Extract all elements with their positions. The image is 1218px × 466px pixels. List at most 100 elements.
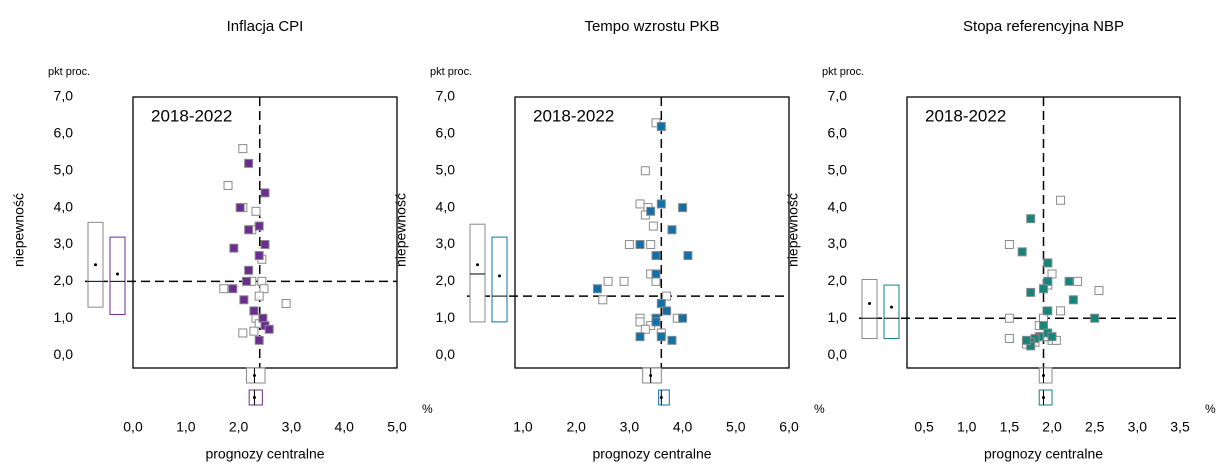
scatter-point [260, 239, 270, 249]
scatter-point [667, 225, 677, 235]
y-unit: pkt proc. [430, 66, 472, 78]
scatter-point [1068, 295, 1078, 305]
y-box [109, 236, 126, 316]
scatter-point [651, 276, 661, 286]
y-axis-label: niepewność [785, 193, 801, 267]
y-tick-label: 6,0 [436, 125, 456, 141]
scatter-point [624, 239, 634, 249]
scatter-point [219, 284, 229, 294]
x-tick-label: 1,0 [957, 419, 977, 435]
x-box-mean [659, 396, 663, 399]
scatter-point [646, 239, 656, 249]
y-box-mean [94, 263, 97, 267]
scatter-point [249, 326, 259, 336]
x-tick-label: 1,0 [176, 419, 196, 435]
y-tick-label: 4,0 [828, 198, 848, 214]
x-tick-label: 2,5 [1085, 419, 1105, 435]
y-box-mean [890, 305, 893, 309]
x-tick-label: 2,0 [1042, 419, 1062, 435]
scatter-point [656, 121, 666, 131]
scatter-point [1094, 286, 1104, 296]
scatter-point [1056, 306, 1066, 316]
y-box [491, 236, 508, 323]
annotation: 2018-2022 [151, 106, 232, 125]
scatter-point [1090, 313, 1100, 323]
x-tick-label: 4,0 [673, 419, 693, 435]
scatter-point [656, 332, 666, 342]
x-unit: % [422, 402, 433, 416]
panel-title: Stopa referencyjna NBP [963, 18, 1124, 35]
x-box-mean [252, 374, 256, 377]
scatter-point [651, 269, 661, 279]
x-axis-label: prognozy centralne [592, 446, 711, 462]
scatter-point [1043, 258, 1053, 268]
y-tick-label: 3,0 [436, 235, 456, 251]
y-tick-label: 2,0 [828, 272, 848, 288]
x-axis-label: prognozy centralne [205, 446, 324, 462]
scatter-point [1021, 335, 1031, 345]
scatter-point [635, 239, 645, 249]
y-tick-label: 1,0 [54, 309, 74, 325]
scatter-point [656, 298, 666, 308]
scatter-point [635, 317, 645, 327]
scatter-point [651, 251, 661, 261]
y-tick-label: 6,0 [828, 125, 848, 141]
scatter-point [1039, 284, 1048, 294]
y-unit: pkt proc. [822, 66, 864, 78]
x-tick-label: 5,0 [726, 419, 746, 435]
scatter-point [648, 221, 658, 231]
scatter-point [1043, 276, 1053, 286]
y-tick-label: 4,0 [436, 198, 456, 214]
x-box-mean [1042, 396, 1045, 399]
scatter-point [244, 158, 254, 168]
scatter-point [254, 335, 264, 345]
scatter-point [598, 295, 608, 305]
scatter-point [656, 199, 666, 209]
scatter-point [635, 199, 645, 209]
x-tick-label: 3,0 [282, 419, 302, 435]
scatter-point [619, 276, 629, 286]
scatter-point [603, 276, 613, 286]
scatter-point [1064, 276, 1074, 286]
scatter-point [1026, 214, 1036, 224]
scatter-point [635, 332, 645, 342]
scatter-point [646, 206, 656, 216]
y-box-mean [116, 272, 119, 276]
y-tick-label: 0,0 [436, 346, 456, 362]
y-box [883, 284, 900, 340]
scatter-point [249, 306, 259, 316]
y-box-mean [476, 263, 479, 267]
x-tick-label: 2,0 [566, 419, 586, 435]
y-tick-label: 0,0 [54, 346, 74, 362]
y-box-mean [868, 301, 871, 305]
scatter-point [1017, 247, 1027, 257]
scatter-point [235, 203, 245, 213]
scatter-point [242, 276, 252, 286]
scatter-point [1073, 276, 1083, 286]
y-box [861, 279, 878, 340]
x-box [1038, 367, 1053, 384]
scatter-point [678, 313, 688, 323]
x-tick-label: 3,0 [620, 419, 640, 435]
x-unit: % [814, 402, 825, 416]
scatter-point [254, 251, 264, 261]
y-tick-label: 5,0 [828, 161, 848, 177]
scatter-point [1043, 306, 1053, 316]
scatter-point [1004, 239, 1014, 249]
x-tick-label: 0,5 [914, 419, 934, 435]
y-axis-label: niepewność [11, 193, 27, 267]
scatter-point [239, 295, 249, 305]
y-tick-label: 3,0 [828, 235, 848, 251]
x-tick-label: 3,5 [1170, 419, 1190, 435]
y-tick-label: 6,0 [54, 125, 74, 141]
y-tick-label: 1,0 [436, 309, 456, 325]
x-box-mean [649, 374, 653, 377]
x-tick-label: 0,0 [123, 419, 143, 435]
scatter-point [251, 206, 261, 216]
x-tick-label: 3,0 [1128, 419, 1148, 435]
x-tick-label: 4,0 [334, 419, 354, 435]
annotation: 2018-2022 [925, 106, 1006, 125]
scatter-point [1047, 269, 1057, 279]
annotation: 2018-2022 [533, 106, 614, 125]
